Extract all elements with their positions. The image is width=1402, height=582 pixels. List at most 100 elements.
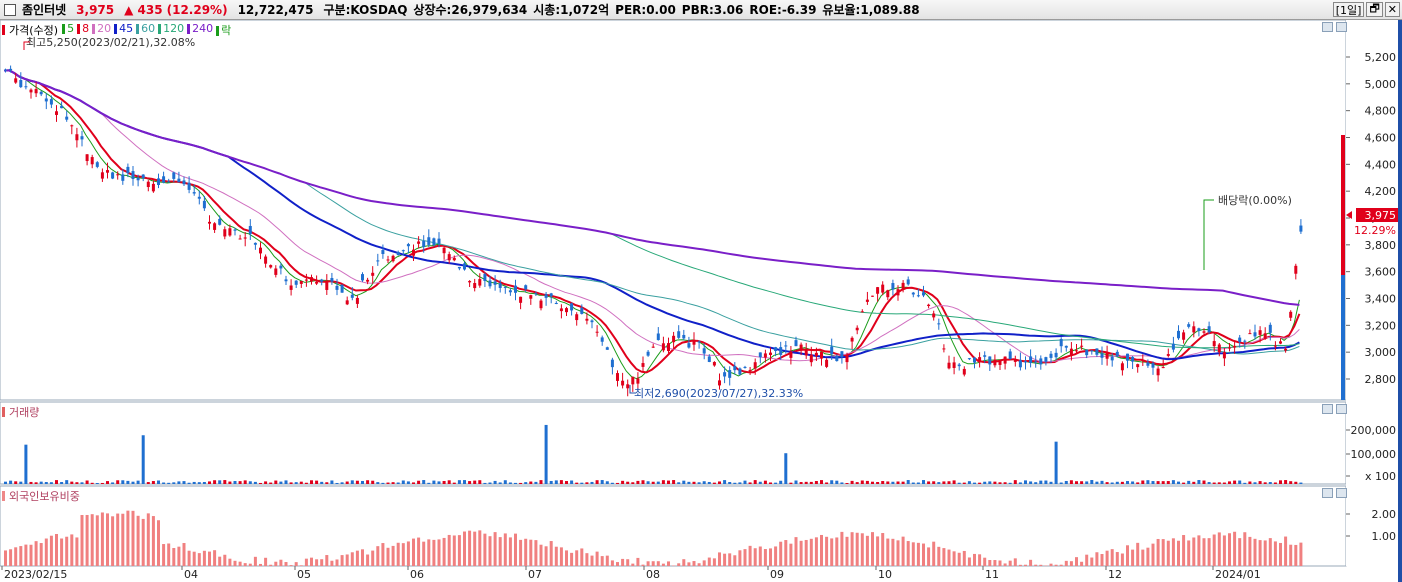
volume-bar bbox=[1064, 480, 1068, 484]
foreign-ratio-bar bbox=[539, 544, 543, 566]
foreign-ratio-bar bbox=[738, 550, 742, 566]
close-icon[interactable]: ✕ bbox=[1384, 2, 1400, 17]
volume-bar bbox=[988, 481, 992, 484]
foreign-ratio-bar bbox=[1039, 564, 1043, 566]
candle-body bbox=[284, 279, 288, 282]
price-swatch bbox=[2, 25, 5, 35]
candle-body bbox=[728, 370, 732, 378]
candle-body bbox=[493, 281, 497, 285]
date-tick-label: 05 bbox=[297, 568, 311, 581]
foreign-ratio-bar bbox=[1273, 541, 1277, 566]
volume-bar bbox=[1029, 481, 1033, 484]
foreign-ratio-bar bbox=[916, 542, 920, 566]
volume-bar bbox=[228, 481, 232, 484]
candle-body bbox=[330, 278, 334, 282]
candle-body bbox=[1202, 331, 1206, 333]
panel-close-button[interactable] bbox=[1336, 22, 1347, 32]
volume-bar bbox=[412, 482, 415, 484]
foreign-ratio-bar bbox=[187, 550, 191, 566]
candle-body bbox=[243, 237, 247, 239]
price-tick-label: 4,800 bbox=[1365, 105, 1397, 118]
foreign-ratio-bar bbox=[75, 537, 79, 566]
volume-bar bbox=[554, 480, 558, 484]
candle-body bbox=[1268, 324, 1272, 333]
foreign-ratio-bar bbox=[575, 550, 579, 566]
foreign-ratio-bar bbox=[1202, 538, 1206, 566]
candle-body bbox=[769, 352, 772, 355]
candle-body bbox=[845, 354, 849, 363]
candle-body bbox=[1228, 347, 1231, 349]
volume-bar bbox=[758, 481, 762, 484]
foreign-ratio-bar bbox=[60, 538, 64, 566]
foreign-ratio-bar bbox=[1024, 564, 1027, 566]
foreign-ratio-bar bbox=[4, 550, 7, 566]
foreign-ratio-bar bbox=[1182, 535, 1186, 566]
price-tick-label: 3,800 bbox=[1365, 239, 1397, 252]
foreign-ratio-bar bbox=[835, 537, 839, 566]
candle-body bbox=[641, 363, 645, 367]
price-tick-label: 3,600 bbox=[1365, 266, 1397, 279]
candle-body bbox=[24, 86, 28, 88]
current-price: 3,975 bbox=[76, 2, 115, 17]
volume-bar bbox=[835, 480, 839, 484]
foreign-ratio-bar bbox=[146, 513, 150, 566]
volume-bar bbox=[1233, 480, 1237, 484]
last-price-tag bbox=[1356, 208, 1398, 222]
volume-bar bbox=[779, 480, 783, 484]
candle-body bbox=[228, 228, 232, 236]
foreign-ratio-bar bbox=[498, 537, 502, 566]
candle-body bbox=[942, 348, 946, 350]
candle-body bbox=[646, 351, 650, 356]
panel-close-button[interactable] bbox=[1336, 488, 1347, 498]
candle-body bbox=[340, 284, 344, 293]
volume-bar bbox=[1003, 482, 1007, 484]
foreign-ratio-bar bbox=[386, 547, 390, 566]
foreign-ratio-bar bbox=[814, 537, 818, 566]
panel-minimize-button[interactable] bbox=[1322, 22, 1333, 32]
candle-body bbox=[514, 285, 517, 293]
candle-body bbox=[488, 280, 492, 287]
price-tick-label: 4,400 bbox=[1365, 158, 1397, 171]
candle-body bbox=[182, 180, 186, 185]
foreign-ratio-bar bbox=[320, 559, 324, 566]
volume-bar bbox=[44, 482, 48, 484]
candle-body bbox=[9, 68, 13, 71]
foreign-ratio-bar bbox=[794, 537, 798, 566]
candle-body bbox=[253, 242, 257, 245]
candle-body bbox=[1233, 345, 1237, 348]
volume-bar bbox=[355, 480, 359, 484]
select-checkbox[interactable] bbox=[4, 3, 16, 16]
panel-minimize-button[interactable] bbox=[1322, 404, 1333, 414]
foreign-ratio-bar bbox=[763, 549, 767, 566]
candle-body bbox=[503, 286, 507, 288]
foreign-ratio-bar bbox=[111, 516, 115, 566]
panel-minimize-button[interactable] bbox=[1322, 488, 1333, 498]
volume-bar bbox=[253, 481, 257, 484]
foreign-ratio-bar bbox=[299, 565, 303, 566]
volume-bar bbox=[1110, 482, 1114, 484]
foreign-ratio-bar bbox=[758, 546, 762, 566]
foreign-ratio-bar bbox=[804, 539, 808, 566]
candle-body bbox=[993, 359, 997, 366]
trade-volume: 12,722,475 bbox=[237, 2, 314, 17]
right-scroll-edge[interactable] bbox=[1398, 20, 1402, 582]
panel-close-button[interactable] bbox=[1336, 404, 1347, 414]
volume-bar bbox=[1018, 482, 1022, 484]
chart-canvas[interactable]: 5,2005,0004,8004,6004,4004,2004,0003,800… bbox=[0, 20, 1402, 582]
volume-bar bbox=[330, 480, 334, 484]
volume-swatch bbox=[2, 407, 5, 417]
foreign-ratio-bar bbox=[1197, 535, 1201, 566]
volume-bar bbox=[213, 480, 217, 484]
volume-bar bbox=[1177, 481, 1180, 484]
foreign-ratio-bar bbox=[595, 551, 599, 566]
candle-body bbox=[111, 172, 115, 179]
date-tick-label: 08 bbox=[646, 568, 660, 581]
candle-body bbox=[100, 172, 104, 179]
candle-body bbox=[559, 308, 563, 312]
candle-body bbox=[891, 283, 895, 290]
period-button[interactable]: [1일] bbox=[1332, 2, 1365, 17]
foreign-ratio-bar bbox=[988, 559, 992, 566]
candle-body bbox=[1115, 351, 1119, 357]
price-panel-frame bbox=[0, 20, 1347, 401]
restore-icon[interactable]: 🗗 bbox=[1366, 2, 1383, 17]
